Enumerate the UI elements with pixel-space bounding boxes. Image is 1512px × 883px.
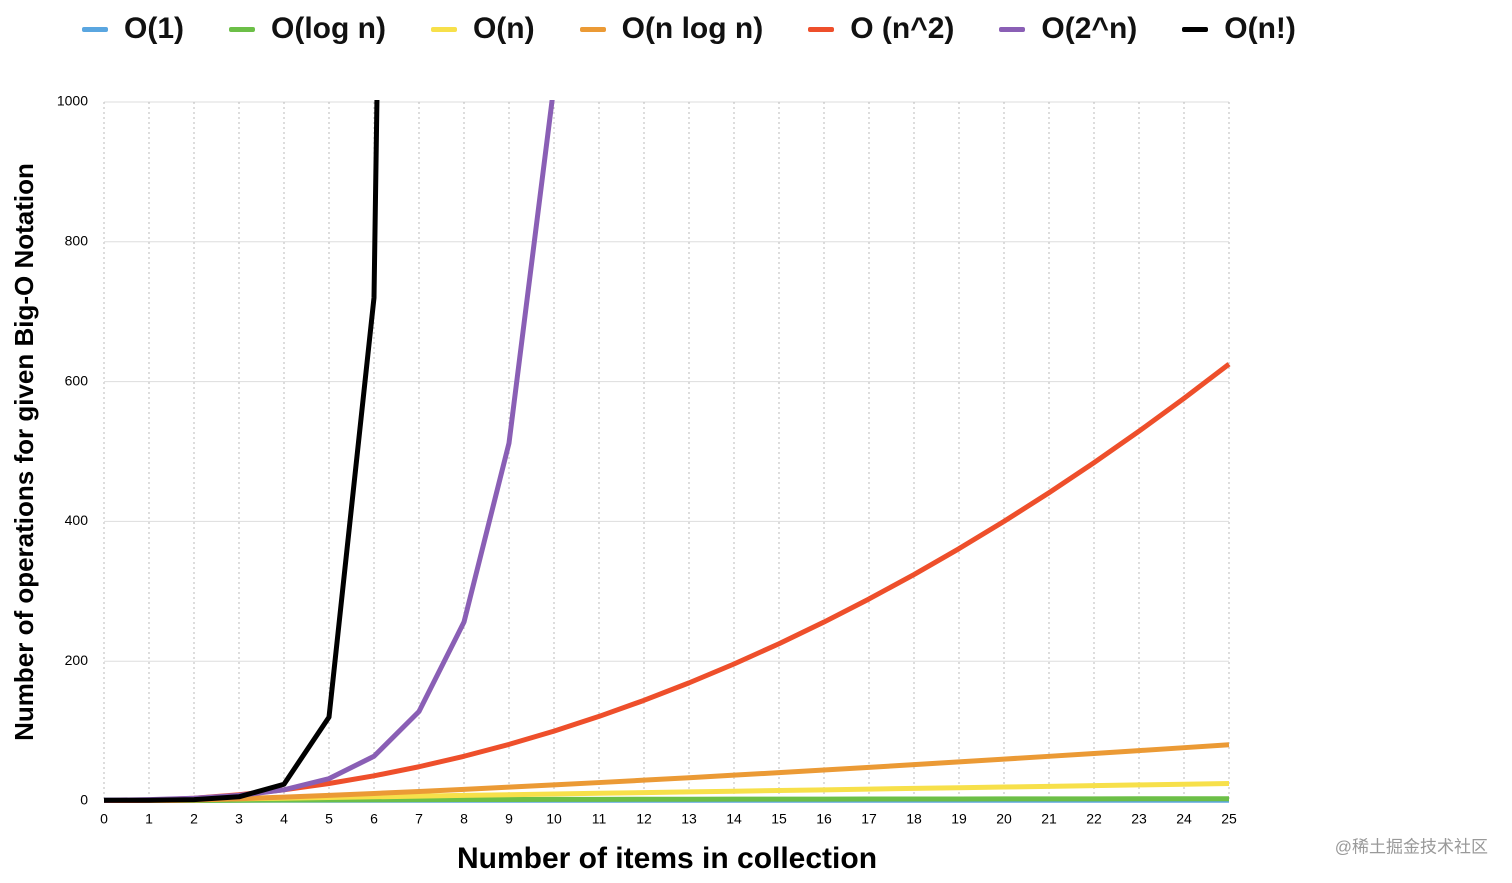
x-tick-label: 4 bbox=[280, 811, 288, 827]
legend-item: O(2^n) bbox=[999, 12, 1137, 46]
legend-item: O(log n) bbox=[229, 12, 386, 46]
plot-area bbox=[104, 100, 1231, 803]
legend-swatch bbox=[1182, 26, 1209, 32]
legend-item: O(n!) bbox=[1182, 12, 1296, 46]
legend-swatch bbox=[579, 26, 606, 32]
x-tick-label: 25 bbox=[1221, 811, 1237, 827]
y-axis-label: Number of operations for given Big-O Not… bbox=[9, 163, 39, 741]
legend-label: O(n) bbox=[472, 12, 535, 45]
legend: O(1) O(log n) O(n) O(n log n) O (n^2) O(2^n) O… bbox=[82, 12, 1296, 46]
x-tick-label: 16 bbox=[816, 811, 832, 827]
y-tick-label: 1000 bbox=[57, 93, 88, 109]
x-tick-label: 17 bbox=[861, 811, 877, 827]
x-tick-label: 7 bbox=[415, 811, 423, 827]
legend-item: O(n) bbox=[430, 12, 535, 46]
y-tick-label: 200 bbox=[65, 652, 89, 668]
x-tick-label: 3 bbox=[235, 811, 243, 827]
x-tick-label: 0 bbox=[100, 811, 108, 827]
x-tick-label: 9 bbox=[505, 811, 513, 827]
legend-item: O(n log n) bbox=[579, 12, 764, 46]
x-tick-label: 21 bbox=[1041, 811, 1057, 827]
x-tick-label: 2 bbox=[190, 811, 198, 827]
series-line bbox=[104, 362, 1231, 803]
y-tick-label: 800 bbox=[65, 233, 89, 249]
series-line bbox=[104, 100, 380, 803]
x-tick-label: 13 bbox=[681, 811, 697, 827]
x-tick-label: 22 bbox=[1086, 811, 1102, 827]
legend-label: O (n^2) bbox=[850, 12, 955, 45]
legend-swatch bbox=[229, 26, 255, 32]
legend-swatch bbox=[430, 26, 457, 32]
legend-swatch bbox=[82, 26, 108, 32]
series-line bbox=[104, 742, 1230, 803]
legend-swatch bbox=[808, 26, 835, 32]
y-tick-label: 0 bbox=[80, 792, 88, 808]
legend-item: O(1) bbox=[82, 12, 184, 46]
x-tick-label: 6 bbox=[370, 811, 378, 827]
legend-label: O(n!) bbox=[1224, 12, 1296, 45]
x-axis-label: Number of items in collection bbox=[457, 842, 877, 875]
x-tick-label: 23 bbox=[1131, 811, 1147, 827]
legend-label: O(n log n) bbox=[621, 12, 764, 45]
x-tick-label: 18 bbox=[906, 811, 922, 827]
x-tick-label: 20 bbox=[996, 811, 1012, 827]
x-tick-label: 10 bbox=[546, 811, 562, 827]
legend-label: O(2^n) bbox=[1041, 12, 1138, 45]
y-tick-label: 600 bbox=[65, 372, 89, 388]
x-tick-label: 8 bbox=[460, 811, 468, 827]
x-tick-label: 12 bbox=[636, 811, 652, 827]
x-tick-label: 15 bbox=[771, 811, 787, 827]
watermark: @稀土掘金技术社区 bbox=[1335, 837, 1488, 856]
legend-swatch bbox=[999, 26, 1026, 32]
x-tick-label: 1 bbox=[145, 811, 153, 827]
legend-label: O(1) bbox=[124, 12, 184, 45]
y-tick-label: 400 bbox=[65, 512, 89, 528]
x-tick-label: 24 bbox=[1176, 811, 1192, 827]
x-tick-label: 11 bbox=[592, 811, 607, 827]
legend-label: O(log n) bbox=[271, 12, 386, 45]
x-tick-label: 19 bbox=[951, 811, 967, 827]
x-tick-label: 5 bbox=[325, 811, 333, 827]
x-tick-label: 14 bbox=[726, 811, 742, 827]
legend-item: O (n^2) bbox=[808, 12, 954, 46]
